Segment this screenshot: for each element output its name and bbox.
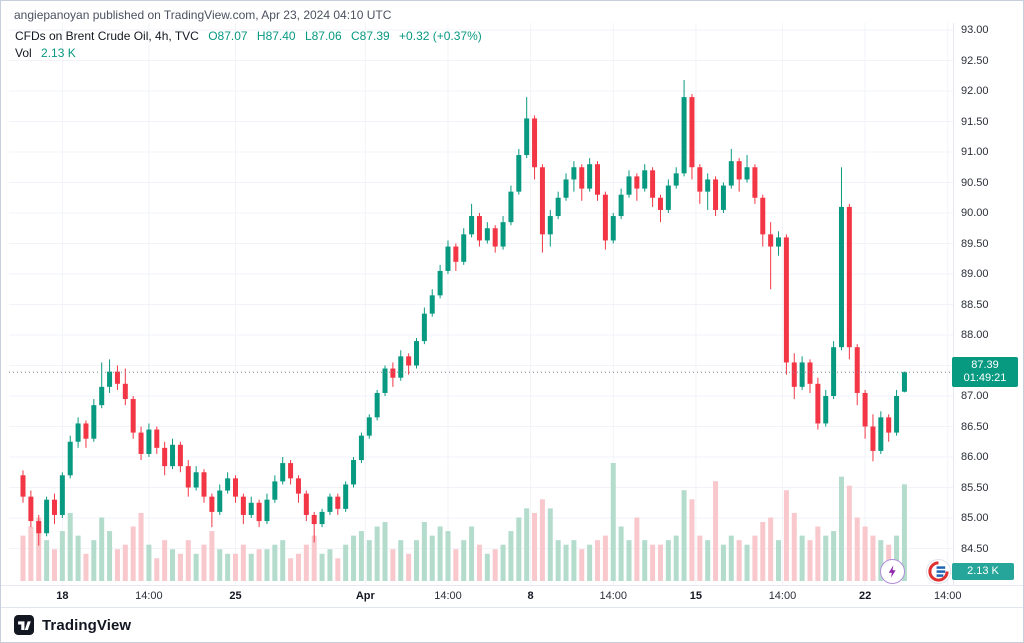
chart-canvas[interactable]: CFDs on Brent Crude Oil, 4h, TVC O87.07 … — [9, 23, 953, 585]
tradingview-logo-icon — [14, 615, 34, 635]
symbol-title[interactable]: CFDs on Brent Crude Oil, 4h, TVC — [15, 29, 199, 43]
ohlc-close: C87.39 — [351, 29, 390, 43]
ohlc-low: L87.06 — [304, 29, 342, 43]
price-tick-label: 86.50 — [961, 420, 989, 433]
author-avatar[interactable] — [926, 559, 951, 584]
price-tick-label: 90.00 — [961, 207, 989, 219]
time-axis[interactable]: 18 14:00 25 Apr 14:00 8 14:00 15 14:00 22 14:00 — [1, 585, 1023, 607]
time-tick-label: 15 — [689, 590, 702, 602]
time-tick-label: 14:00 — [768, 590, 797, 602]
price-tick-label: 89.00 — [961, 268, 989, 280]
volume-value: 2.13 K — [41, 46, 76, 60]
time-tick-label: 22 — [858, 590, 872, 602]
price-axis[interactable]: 93.00 92.50 92.00 91.50 91.00 90.50 90.00 89.50… — [953, 23, 1023, 585]
time-tick-label: 14:00 — [135, 590, 163, 602]
price-tick-label: 89.50 — [961, 237, 989, 250]
bar-countdown: 01:49:21 — [963, 372, 1007, 385]
price-tick-label: 88.00 — [961, 329, 989, 341]
price-tick-label: 86.00 — [961, 451, 989, 463]
time-tick-label: 8 — [527, 590, 534, 602]
boost-button[interactable] — [880, 559, 905, 584]
price-tick-label: 84.50 — [961, 542, 989, 555]
price-tick-label: 91.50 — [961, 115, 989, 128]
candlestick-chart[interactable] — [9, 23, 953, 585]
price-tick-label: 87.00 — [961, 390, 989, 402]
price-tick-label: 85.50 — [961, 481, 989, 494]
footer-bar: TradingView — [1, 607, 1023, 642]
volume-axis-badge: 2.13 K — [952, 563, 1014, 580]
price-tick-label: 90.50 — [961, 176, 989, 189]
attribution-text: angiepanoyan published on TradingView.co… — [14, 8, 392, 22]
last-price-value: 87.39 — [971, 359, 999, 372]
price-tick-label: 93.00 — [961, 24, 989, 36]
tradingview-brand-link[interactable]: TradingView — [1, 615, 131, 635]
time-tick-label: 14:00 — [933, 590, 962, 602]
time-tick-label: 14:00 — [599, 590, 628, 602]
price-tick-label: 88.50 — [961, 298, 989, 311]
time-tick-label: Apr — [355, 590, 375, 602]
price-tick-label: 92.50 — [961, 54, 989, 67]
brand-text: TradingView — [42, 616, 132, 634]
ohlc-high: H87.40 — [256, 29, 296, 43]
price-tick-label: 85.00 — [961, 512, 989, 524]
avatar-image — [927, 560, 950, 583]
time-tick-label: 18 — [56, 590, 69, 602]
lightning-icon — [888, 565, 896, 578]
last-price-badge: 87.39 01:49:21 — [952, 357, 1018, 388]
time-tick-label: 25 — [229, 590, 242, 602]
time-tick-label: 14:00 — [434, 590, 462, 602]
ohlc-open: O87.07 — [208, 29, 248, 43]
volume-label[interactable]: Vol — [15, 46, 32, 60]
price-tick-label: 91.00 — [961, 146, 989, 158]
ohlc-change: +0.32 (+0.37%) — [399, 29, 482, 43]
price-tick-label: 92.00 — [961, 85, 989, 97]
chart-legend: CFDs on Brent Crude Oil, 4h, TVC O87.07 … — [15, 28, 482, 62]
